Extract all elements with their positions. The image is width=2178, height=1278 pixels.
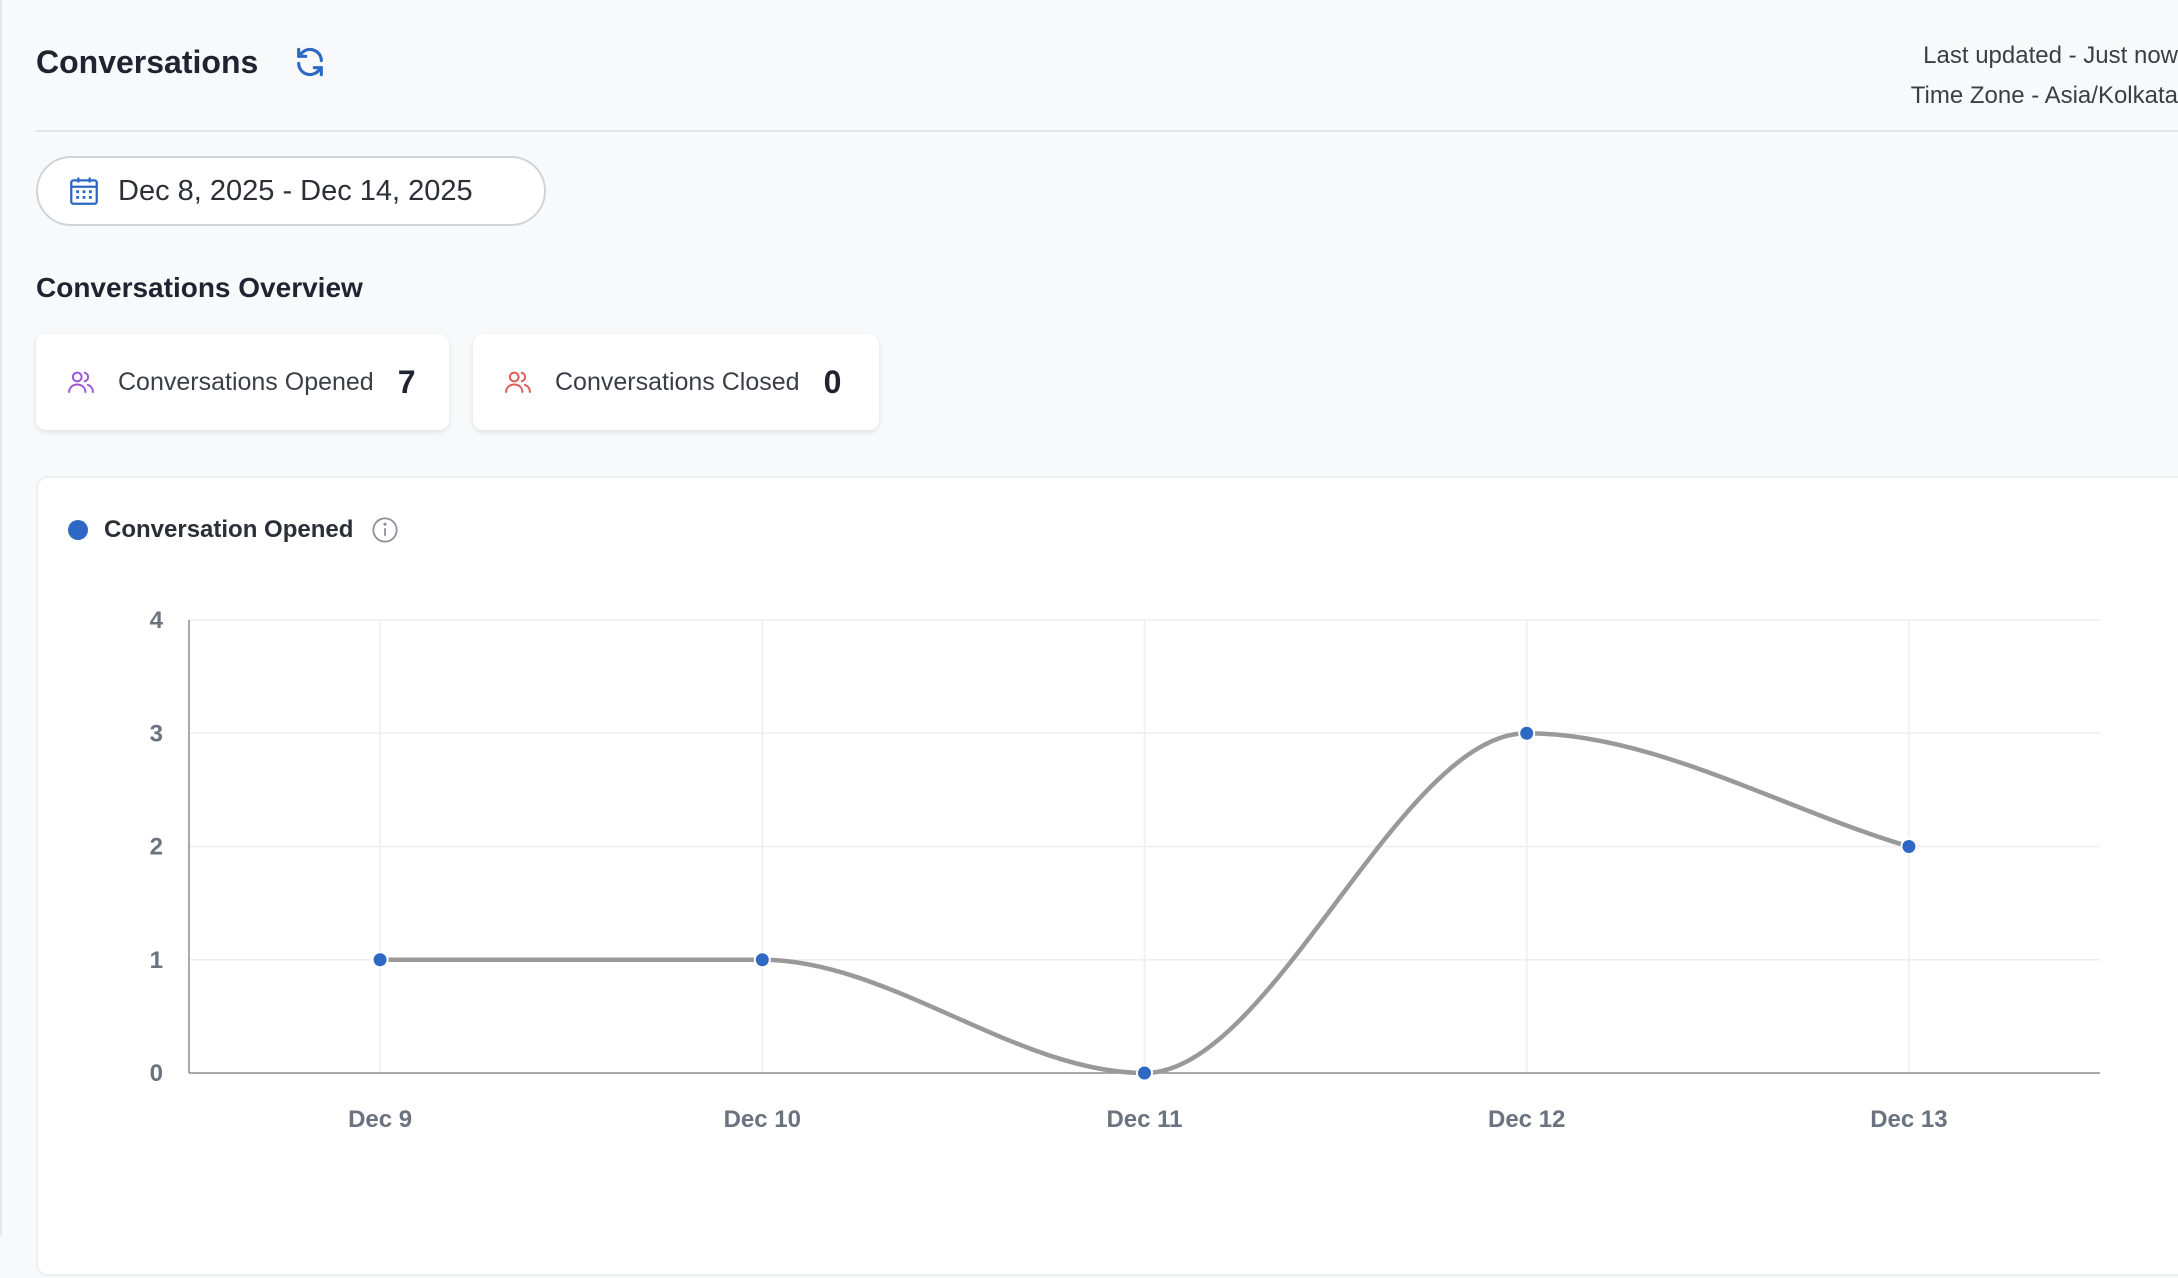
data-point bbox=[371, 951, 389, 969]
conversations-closed-card: Conversations Closed 0 bbox=[473, 334, 879, 430]
conversations-chart-panel: 0 1 2 3 4 Dec 9 Dec 10 Dec 11 Dec 12 Dec 13 Conve… bbox=[36, 476, 2178, 1276]
x-tick-label: Dec 13 bbox=[1870, 1106, 1947, 1133]
series-line bbox=[377, 730, 1912, 1076]
opened-label: Conversations Opened bbox=[118, 367, 374, 396]
date-range-picker[interactable]: Dec 8, 2025 - Dec 14, 2025 bbox=[36, 156, 546, 226]
x-tick-label: Dec 9 bbox=[348, 1106, 412, 1133]
last-updated-text: Last updated - Just now bbox=[1923, 42, 2178, 69]
y-tick-label: 3 bbox=[150, 720, 163, 747]
y-tick-label: 2 bbox=[150, 834, 163, 861]
x-tick-label: Dec 10 bbox=[724, 1106, 801, 1133]
chart-legend: Conversation Opened bbox=[68, 516, 399, 544]
page-header: Conversations Last updated - Just now Ti… bbox=[36, 36, 2178, 130]
info-icon[interactable] bbox=[371, 516, 399, 544]
legend-swatch bbox=[68, 520, 88, 540]
left-border bbox=[0, 0, 2, 1236]
y-tick-label: 4 bbox=[150, 607, 164, 634]
refresh-icon bbox=[293, 45, 327, 84]
opened-count: 7 bbox=[397, 363, 416, 400]
y-tick-label: 1 bbox=[150, 947, 163, 974]
y-tick-label: 0 bbox=[150, 1060, 163, 1087]
data-point bbox=[753, 951, 771, 969]
calendar-icon bbox=[66, 173, 102, 209]
conversations-opened-card: Conversations Opened 7 bbox=[36, 334, 449, 430]
closed-count: 0 bbox=[823, 363, 842, 400]
data-point bbox=[1136, 1064, 1153, 1082]
page-title: Conversations bbox=[36, 44, 259, 80]
legend-series-name: Conversation Opened bbox=[104, 516, 354, 543]
time-zone-text: Time Zone - Asia/Kolkata bbox=[1910, 82, 2178, 109]
users-icon bbox=[66, 367, 96, 397]
x-tick-label: Dec 11 bbox=[1106, 1106, 1182, 1133]
data-point bbox=[1900, 838, 1918, 855]
refresh-button[interactable] bbox=[286, 40, 334, 88]
header-divider bbox=[36, 130, 2178, 132]
x-tick-label: Dec 12 bbox=[1488, 1106, 1565, 1133]
data-point bbox=[1518, 724, 1536, 742]
date-range-label: Dec 8, 2025 - Dec 14, 2025 bbox=[118, 174, 473, 207]
users-icon bbox=[503, 367, 533, 397]
line-chart: 0 1 2 3 4 Dec 9 Dec 10 Dec 11 Dec 12 Dec 13 bbox=[150, 607, 2100, 1133]
overview-title: Conversations Overview bbox=[36, 272, 363, 303]
update-meta: Last updated - Just now Time Zone - Asia… bbox=[1911, 36, 2178, 116]
closed-label: Conversations Closed bbox=[555, 367, 800, 396]
